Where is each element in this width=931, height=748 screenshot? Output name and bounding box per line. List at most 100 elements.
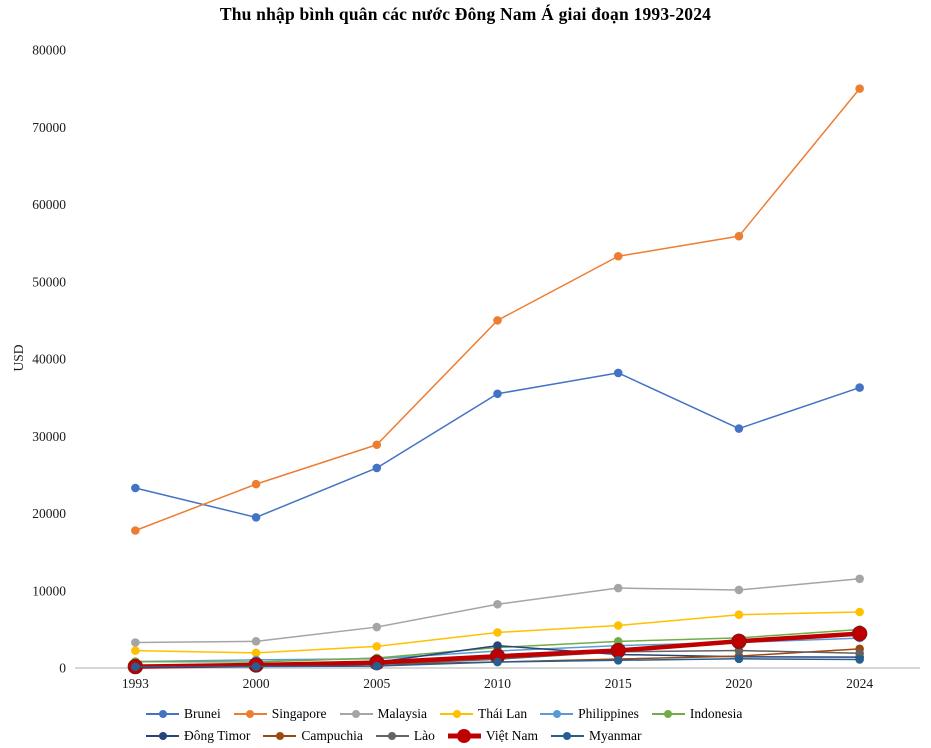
series-point-Singapore	[131, 526, 140, 535]
y-tick-label: 40000	[32, 352, 66, 367]
legend-marker-icon	[651, 707, 685, 721]
legend-dot	[552, 710, 561, 718]
legend-dot	[664, 710, 673, 718]
series-point-Malaysia	[493, 599, 502, 609]
legend-marker-icon	[540, 707, 574, 721]
x-tick-label: 2005	[363, 676, 390, 691]
series-point-Thái Lan	[251, 648, 261, 658]
legend-item-Singapore: Singapore	[233, 706, 327, 722]
series-point-Malaysia	[855, 574, 864, 584]
legend-marker-icon	[339, 707, 373, 721]
x-tick-label: 2024	[846, 676, 873, 691]
series-point-Brunei	[734, 424, 744, 433]
x-tick-label: 2000	[243, 676, 270, 691]
legend-item-Campuchia: Campuchia	[263, 728, 363, 744]
legend-marker-icon	[440, 707, 473, 721]
series-point-Malaysia	[613, 583, 623, 593]
legend-marker-icon	[447, 729, 481, 743]
legend-dot	[158, 732, 167, 740]
y-tick-label: 30000	[32, 429, 66, 444]
series-point-Brunei	[613, 368, 623, 378]
legend-item-Brunei: Brunei	[146, 706, 221, 722]
legend-label: Malaysia	[377, 706, 428, 721]
legend-marker-icon	[375, 729, 409, 743]
legend-item-Thái Lan: Thái Lan	[440, 706, 527, 722]
series-point-Malaysia	[372, 622, 382, 632]
series-point-Brunei	[855, 383, 864, 392]
legend-label: Đông Timor	[184, 728, 251, 743]
legend-marker-icon	[263, 729, 297, 743]
series-point-Singapore	[855, 84, 864, 93]
y-tick-label: 60000	[32, 197, 66, 212]
series-point-Việt Nam	[851, 625, 868, 642]
legend-dot	[452, 710, 461, 718]
series-point-Malaysia	[131, 638, 140, 647]
legend-label: Campuchia	[301, 728, 363, 743]
series-point-Singapore	[493, 316, 502, 325]
legend-item-Việt Nam: Việt Nam	[447, 728, 538, 744]
series-point-Brunei	[493, 389, 502, 399]
y-tick-label: 0	[59, 661, 66, 676]
series-line-Singapore	[134, 87, 861, 532]
legend-item-Malaysia: Malaysia	[339, 706, 428, 722]
legend-marker-icon	[146, 729, 179, 743]
legend-label: Lào	[413, 728, 435, 743]
legend-label: Indonesia	[689, 706, 743, 721]
legend-label: Thái Lan	[478, 706, 528, 721]
line-chart-plot-area: 0 10000 20000 30000 40000 50000 60000 70000 8000…	[32, 43, 920, 691]
y-tick-label: 80000	[32, 43, 66, 58]
legend-dot	[158, 710, 167, 718]
series-point-Myanmar	[493, 657, 502, 667]
legend-item-Indonesia: Indonesia	[651, 706, 743, 722]
legend-item-Đông Timor: Đông Timor	[146, 728, 250, 744]
legend-dot	[457, 729, 472, 743]
legend-marker-icon	[146, 707, 179, 721]
series-point-Thái Lan	[855, 607, 864, 617]
series-point-Myanmar	[613, 655, 623, 665]
x-tick-label: 2020	[725, 676, 752, 691]
x-tick-label: 2010	[484, 676, 511, 691]
legend-row-1: Brunei Singapore Malaysia Thái Lan Philippin…	[146, 703, 906, 725]
y-tick-label: 20000	[32, 506, 66, 521]
legend-marker-icon	[233, 707, 267, 721]
x-tick-label: 2015	[605, 676, 632, 691]
legend-label: Việt Nam	[485, 728, 538, 743]
series-point-Singapore	[734, 231, 744, 241]
series-point-Myanmar	[734, 654, 744, 664]
legend-label: Philippines	[578, 706, 639, 721]
y-tick-label: 50000	[32, 274, 66, 289]
series-point-Myanmar	[855, 655, 864, 664]
series-point-Brunei	[372, 463, 382, 473]
legend-item-Lào: Lào	[375, 728, 435, 744]
x-tick-label: 1993	[122, 676, 149, 691]
series-point-Lào	[855, 648, 864, 658]
y-tick-label: 70000	[32, 120, 66, 135]
series-point-Thái Lan	[372, 642, 382, 651]
legend-dot	[352, 710, 360, 718]
series-point-Brunei	[131, 483, 140, 493]
series-point-Singapore	[372, 440, 382, 450]
legend-item-Philippines: Philippines	[540, 706, 639, 722]
series-point-Myanmar	[372, 661, 382, 671]
y-tick-label: 10000	[32, 583, 66, 598]
chart-legend: Brunei Singapore Malaysia Thái Lan Philippin…	[146, 703, 906, 747]
series-point-Malaysia	[734, 585, 744, 595]
series-point-Brunei	[251, 513, 261, 522]
legend-label: Brunei	[184, 706, 221, 721]
series-point-Thái Lan	[734, 610, 744, 619]
chart-title: Thu nhập bình quân các nước Đông Nam Á g…	[219, 4, 712, 24]
series-point-Myanmar	[131, 662, 140, 672]
legend-dot	[388, 732, 397, 740]
series-point-Myanmar	[251, 662, 261, 671]
legend-dot	[275, 732, 284, 740]
series-point-Thái Lan	[131, 646, 140, 655]
legend-dot	[246, 710, 255, 718]
legend-item-Myanmar: Myanmar	[550, 728, 642, 744]
legend-label: Myanmar	[588, 728, 642, 743]
series-point-Việt Nam	[610, 642, 626, 659]
series-point-Singapore	[613, 251, 623, 261]
series-point-Thái Lan	[613, 621, 623, 630]
series-point-Thái Lan	[493, 628, 502, 637]
legend-label: Singapore	[271, 706, 327, 721]
